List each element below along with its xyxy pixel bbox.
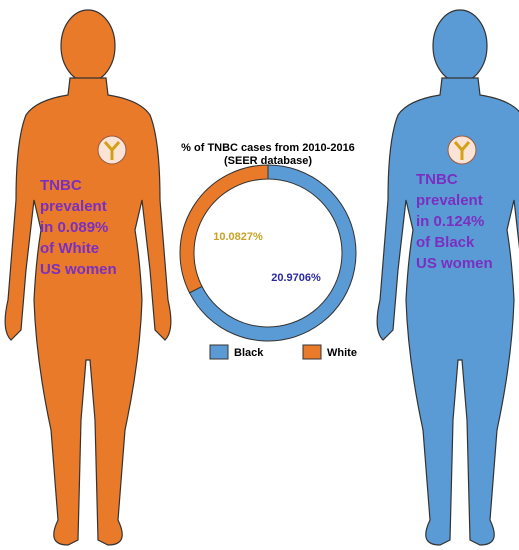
value-label: 10.0827% (213, 231, 263, 243)
annotation-line: TNBC (40, 177, 82, 194)
annotation-line: prevalent (40, 198, 107, 215)
breast-icon (98, 136, 126, 164)
donut-segment (180, 165, 268, 293)
black-woman-silhouette (377, 10, 519, 545)
annotation-line: of White (40, 240, 99, 257)
value-label: 20.9706% (271, 272, 321, 284)
annotation-line: US women (40, 261, 117, 278)
chart-title: % of TNBC cases from 2010-2016 (181, 142, 355, 154)
annotation-line: in 0.124% (416, 213, 484, 230)
breast-icon (448, 136, 476, 164)
legend-label: White (327, 347, 357, 359)
annotation-line: of Black (416, 234, 475, 251)
annotation-line: US women (416, 255, 493, 272)
legend-label: Black (234, 347, 264, 359)
annotation-line: TNBC (416, 171, 458, 188)
annotation-line: prevalent (416, 192, 483, 209)
infographic: % of TNBC cases from 2010-2016 (SEER dat… (0, 0, 519, 550)
legend-swatch (303, 345, 321, 359)
annotation-line: in 0.089% (40, 219, 108, 236)
legend-swatch (210, 345, 228, 359)
